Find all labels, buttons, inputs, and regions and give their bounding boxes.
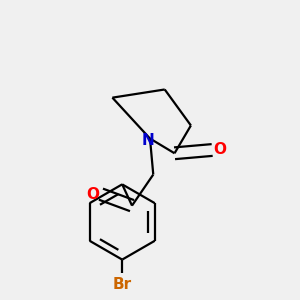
Text: O: O xyxy=(213,142,226,158)
Text: Br: Br xyxy=(112,277,132,292)
Text: N: N xyxy=(142,133,155,148)
Text: O: O xyxy=(86,187,99,202)
